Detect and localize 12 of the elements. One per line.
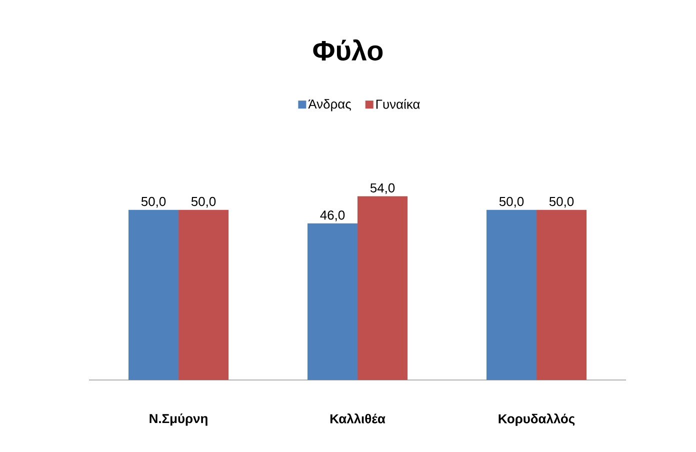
data-label: 50,0: [499, 196, 524, 208]
data-label: 50,0: [191, 196, 216, 208]
chart-title: Φύλο: [313, 39, 383, 61]
data-label: 46,0: [320, 210, 345, 222]
data-label: 50,0: [549, 196, 574, 208]
legend-label: Γυναίκα: [376, 98, 420, 109]
x-tick-label: Κορυδαλλός: [498, 414, 575, 426]
data-label: 54,0: [370, 183, 395, 194]
x-tick-label: Ν.Σμύρνη: [150, 414, 208, 426]
x-tick-label: Καλλιθέα: [330, 414, 386, 424]
legend-label: Άνδρας: [308, 99, 351, 112]
data-label: 50,0: [141, 196, 166, 208]
